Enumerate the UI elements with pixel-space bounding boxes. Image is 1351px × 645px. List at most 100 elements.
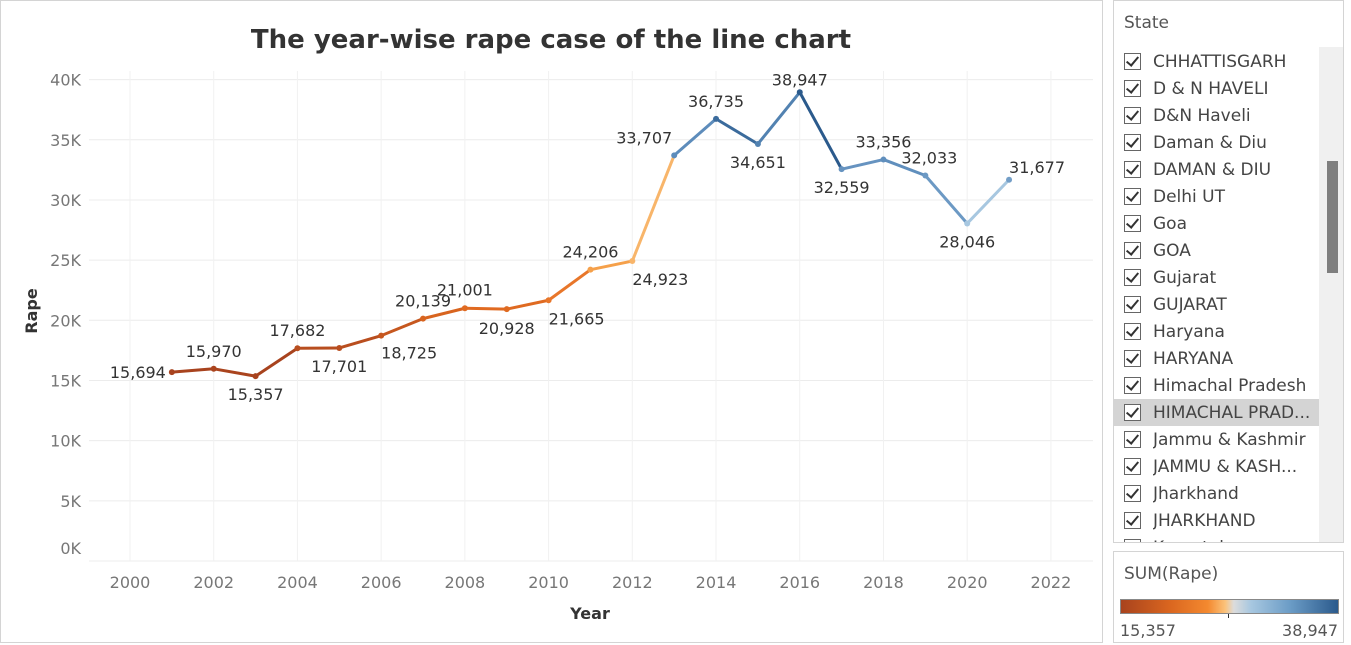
state-filter-item[interactable]: D&N Haveli: [1114, 102, 1319, 129]
line-segment: [881, 158, 927, 177]
state-checkbox[interactable]: [1124, 188, 1141, 205]
x-tick-label: 2004: [277, 573, 318, 592]
state-filter-item[interactable]: JAMMU & KASH...: [1114, 453, 1319, 480]
data-point[interactable]: [754, 140, 761, 147]
data-point[interactable]: [420, 315, 427, 322]
state-label: Jharkhand: [1153, 483, 1239, 504]
x-tick-label: 2018: [863, 573, 904, 592]
data-point[interactable]: [168, 369, 175, 376]
state-filter-item[interactable]: Jharkhand: [1114, 480, 1319, 507]
state-filter-item[interactable]: DAMAN & DIU: [1114, 156, 1319, 183]
data-point[interactable]: [796, 89, 803, 96]
state-checkbox[interactable]: [1124, 404, 1141, 421]
state-checkbox[interactable]: [1124, 215, 1141, 232]
state-checkbox[interactable]: [1124, 323, 1141, 340]
state-label: HIMACHAL PRAD...: [1153, 402, 1311, 423]
state-checkbox[interactable]: [1124, 377, 1141, 394]
state-filter-item[interactable]: GUJARAT: [1114, 291, 1319, 318]
state-checkbox[interactable]: [1124, 53, 1141, 70]
state-checkbox[interactable]: [1124, 134, 1141, 151]
y-axis-title: Rape: [22, 288, 41, 334]
state-filter-item[interactable]: Delhi UT: [1114, 183, 1319, 210]
x-tick-label: 2022: [1031, 573, 1072, 592]
state-checkbox[interactable]: [1124, 539, 1141, 542]
state-checkbox[interactable]: [1124, 512, 1141, 529]
line-segment: [923, 173, 969, 225]
chart-title: The year-wise rape case of the line char…: [251, 25, 851, 55]
data-label: 21,665: [549, 309, 605, 328]
state-label: JAMMU & KASH...: [1153, 456, 1298, 477]
line-segment: [588, 259, 634, 272]
state-checkbox[interactable]: [1124, 242, 1141, 259]
data-point[interactable]: [545, 297, 552, 304]
state-filter-item[interactable]: D & N HAVELI: [1114, 75, 1319, 102]
state-filter-item[interactable]: Haryana: [1114, 318, 1319, 345]
line-chart: The year-wise rape case of the line char…: [22, 25, 1093, 623]
state-checkbox[interactable]: [1124, 431, 1141, 448]
state-filter-item[interactable]: CHHATTISGARH: [1114, 48, 1319, 75]
data-label: 36,735: [688, 92, 744, 111]
state-label: D & N HAVELI: [1153, 78, 1269, 99]
state-filter-item[interactable]: Himachal Pradesh: [1114, 372, 1319, 399]
y-tick-label: 15K: [50, 371, 81, 390]
state-filter-item[interactable]: Goa: [1114, 210, 1319, 237]
state-list-scrollbar[interactable]: [1319, 47, 1343, 542]
state-checkbox[interactable]: [1124, 107, 1141, 124]
data-point[interactable]: [336, 344, 343, 351]
data-point[interactable]: [629, 258, 636, 265]
y-tick-label: 20K: [50, 311, 81, 330]
state-filter-item[interactable]: HIMACHAL PRAD...: [1114, 399, 1319, 426]
x-tick-label: 2016: [779, 573, 820, 592]
state-filter-list[interactable]: CHHATTISGARH D & N HAVELI D&N Haveli Daman …: [1114, 47, 1319, 543]
data-point[interactable]: [587, 266, 594, 273]
state-filter-item[interactable]: GOA: [1114, 237, 1319, 264]
data-point[interactable]: [671, 152, 678, 159]
data-point[interactable]: [880, 156, 887, 163]
data-point[interactable]: [294, 345, 301, 352]
x-tick-label: 2002: [193, 573, 234, 592]
state-checkbox[interactable]: [1124, 80, 1141, 97]
state-filter-item[interactable]: HARYANA: [1114, 345, 1319, 372]
data-point[interactable]: [1006, 176, 1013, 183]
state-filter-item[interactable]: JHARKHAND: [1114, 507, 1319, 534]
x-axis-title: Year: [569, 604, 610, 623]
data-point[interactable]: [461, 305, 468, 312]
state-label: Karnataka: [1153, 538, 1319, 543]
data-label: 17,701: [311, 357, 367, 376]
data-point[interactable]: [838, 166, 845, 173]
data-label: 20,928: [479, 319, 535, 338]
line-segment: [337, 334, 383, 350]
line-segment: [798, 90, 844, 171]
line-segment: [714, 117, 760, 146]
state-label: CHHATTISGARH: [1153, 51, 1287, 72]
state-checkbox[interactable]: [1124, 350, 1141, 367]
state-checkbox[interactable]: [1124, 161, 1141, 178]
state-checkbox[interactable]: [1124, 296, 1141, 313]
data-point[interactable]: [922, 172, 929, 179]
data-point[interactable]: [378, 332, 385, 339]
state-label: Daman & Diu: [1153, 132, 1267, 153]
state-filter-item[interactable]: Karnataka: [1114, 534, 1319, 543]
state-label: GUJARAT: [1153, 294, 1227, 315]
state-filter-item[interactable]: Daman & Diu: [1114, 129, 1319, 156]
line-segment: [212, 367, 258, 378]
color-legend-min: 15,357: [1120, 621, 1176, 640]
state-filter-item[interactable]: Jammu & Kashmir: [1114, 426, 1319, 453]
scrollbar-thumb[interactable]: [1327, 161, 1338, 273]
data-point[interactable]: [252, 373, 259, 380]
line-segment: [630, 153, 676, 263]
state-label: Goa: [1153, 213, 1187, 234]
data-point[interactable]: [964, 220, 971, 227]
data-point[interactable]: [210, 365, 217, 372]
state-filter-item[interactable]: Gujarat: [1114, 264, 1319, 291]
state-checkbox[interactable]: [1124, 269, 1141, 286]
data-point[interactable]: [503, 306, 510, 313]
state-checkbox[interactable]: [1124, 458, 1141, 475]
state-checkbox[interactable]: [1124, 485, 1141, 502]
data-label: 15,357: [228, 385, 284, 404]
state-label: Himachal Pradesh: [1153, 375, 1307, 396]
color-legend-title: SUM(Rape): [1124, 564, 1219, 584]
data-point[interactable]: [713, 115, 720, 122]
y-tick-label: 0K: [60, 539, 81, 558]
state-label: D&N Haveli: [1153, 105, 1251, 126]
